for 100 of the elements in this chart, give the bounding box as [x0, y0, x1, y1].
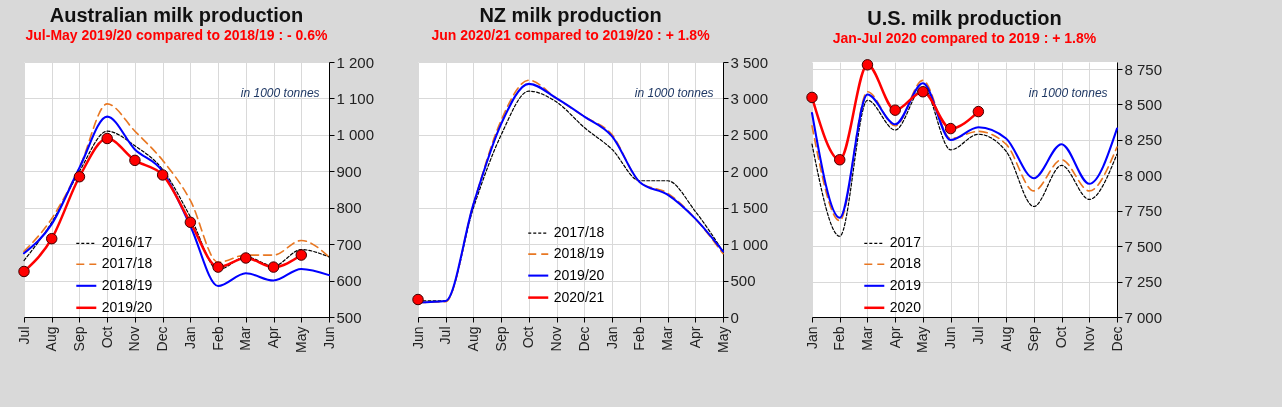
x-tick-label: Oct — [1053, 326, 1070, 349]
x-tick-label: Mar — [237, 326, 254, 351]
legend-label: 2019 — [889, 276, 922, 293]
legend-label: 2018/19 — [101, 276, 153, 293]
x-tick-label: Oct — [520, 326, 537, 349]
y-tick-label: 500 — [336, 308, 362, 326]
legend-label: 2019/20 — [553, 266, 605, 283]
y-tick-label: 1 200 — [336, 53, 375, 71]
x-tick-label: Jan — [803, 326, 820, 350]
x-tick-label: Apr — [265, 326, 282, 349]
x-tick-label: Nov — [1080, 326, 1097, 352]
legend-label: 2017/18 — [553, 224, 605, 241]
x-tick-label: May — [914, 326, 931, 353]
y-tick-label: 900 — [336, 162, 362, 180]
x-tick-label: May — [714, 326, 731, 353]
y-tick-label: 8 000 — [1124, 166, 1163, 184]
chart-subtitle: Jul-May 2019/20 compared to 2018/19 : - 0.6% — [25, 27, 329, 43]
x-tick-label: Sep — [70, 326, 87, 352]
y-tick-label: 8 750 — [1124, 60, 1163, 78]
point — [156, 169, 169, 181]
point — [18, 265, 30, 278]
y-tick-label: 3 500 — [730, 53, 769, 71]
x-tick-label: Dec — [1108, 326, 1125, 352]
x-tick-label: Feb — [631, 326, 648, 351]
y-tick-label: 8 250 — [1124, 131, 1163, 149]
point — [45, 232, 58, 245]
point — [944, 122, 957, 135]
x-tick-label: Sep — [1025, 326, 1042, 352]
point — [184, 216, 197, 229]
x-tick-label: Nov — [548, 326, 565, 352]
chart-subtitle: Jun 2020/21 compared to 2019/20 : + 1.8% — [431, 27, 711, 43]
y-tick-label: 800 — [336, 199, 362, 217]
y-tick-label: 600 — [336, 272, 362, 290]
x-tick-label: Aug — [997, 326, 1014, 352]
y-tick-label: 7 000 — [1124, 308, 1163, 326]
y-tick-label: 0 — [730, 308, 739, 326]
y-tick-label: 7 500 — [1124, 237, 1163, 255]
point — [101, 132, 113, 145]
chart-title: NZ milk production — [479, 4, 662, 26]
chart-title: Australian milk production — [49, 4, 304, 26]
x-tick-label: Mar — [858, 326, 875, 351]
chart-subtitle: Jan-Jul 2020 compared to 2019 : + 1.8% — [832, 29, 1097, 46]
point — [889, 104, 901, 116]
x-tick-label: Sep — [492, 326, 509, 352]
y-tick-label: 1 000 — [336, 126, 375, 144]
x-tick-label: Apr — [886, 326, 903, 349]
y-tick-label: 3 000 — [730, 89, 769, 107]
point — [861, 59, 874, 71]
x-tick-label: Jul — [15, 326, 32, 345]
x-tick-label: May — [292, 326, 309, 353]
point — [917, 86, 929, 98]
point — [833, 154, 846, 166]
x-tick-label: Nov — [126, 326, 143, 352]
y-tick-label: 700 — [336, 235, 362, 253]
x-tick-label: Jul — [969, 326, 986, 345]
y-tick-label: 1 100 — [336, 89, 375, 107]
y-tick-label: 1 500 — [730, 199, 769, 217]
x-tick-label: Jun — [942, 326, 959, 350]
legend-label: 2017/18 — [101, 255, 153, 272]
legend-label: 2018/19 — [553, 245, 605, 262]
x-tick-label: Jan — [603, 326, 620, 350]
legend-label: 2017 — [889, 234, 922, 251]
legend-label: 2020 — [889, 298, 922, 315]
point — [295, 249, 308, 261]
x-tick-label: Dec — [575, 326, 592, 352]
line-series — [22, 115, 331, 288]
annotation: in 1000 tonnes — [634, 85, 714, 100]
x-tick-label: Feb — [209, 326, 226, 351]
y-tick-label: 7 750 — [1124, 202, 1163, 220]
x-tick-label: Aug — [43, 326, 60, 352]
annotation: in 1000 tonnes — [1028, 85, 1108, 100]
y-tick-label: 2 000 — [730, 162, 769, 180]
point — [240, 252, 252, 264]
y-tick-label: 1 000 — [730, 235, 769, 253]
legend-label: 2020/21 — [553, 288, 605, 305]
y-tick-label: 7 250 — [1124, 273, 1163, 291]
point — [267, 261, 280, 273]
x-tick-label: Feb — [831, 326, 848, 351]
x-tick-label: Jan — [181, 326, 198, 350]
legend-label: 2016/17 — [101, 234, 153, 251]
point — [806, 91, 818, 104]
point — [972, 105, 985, 118]
chart-title: U.S. milk production — [867, 6, 1062, 29]
x-tick-label: Jun — [409, 326, 426, 350]
y-tick-label: 500 — [730, 272, 756, 290]
x-tick-label: Oct — [98, 326, 115, 349]
x-tick-label: Apr — [686, 326, 703, 349]
legend-label: 2018 — [889, 255, 922, 272]
annotation: in 1000 tonnes — [240, 85, 320, 100]
y-tick-label: 2 500 — [730, 126, 769, 144]
x-tick-label: Jul — [437, 326, 454, 345]
x-tick-label: Mar — [659, 326, 676, 351]
point — [212, 261, 224, 273]
point — [129, 154, 141, 167]
legend-label: 2019/20 — [101, 298, 153, 315]
y-tick-label: 8 500 — [1124, 96, 1163, 113]
point — [73, 171, 86, 183]
x-tick-label: Jun — [320, 326, 337, 350]
x-tick-label: Dec — [154, 326, 171, 352]
x-tick-label: Aug — [464, 326, 481, 352]
